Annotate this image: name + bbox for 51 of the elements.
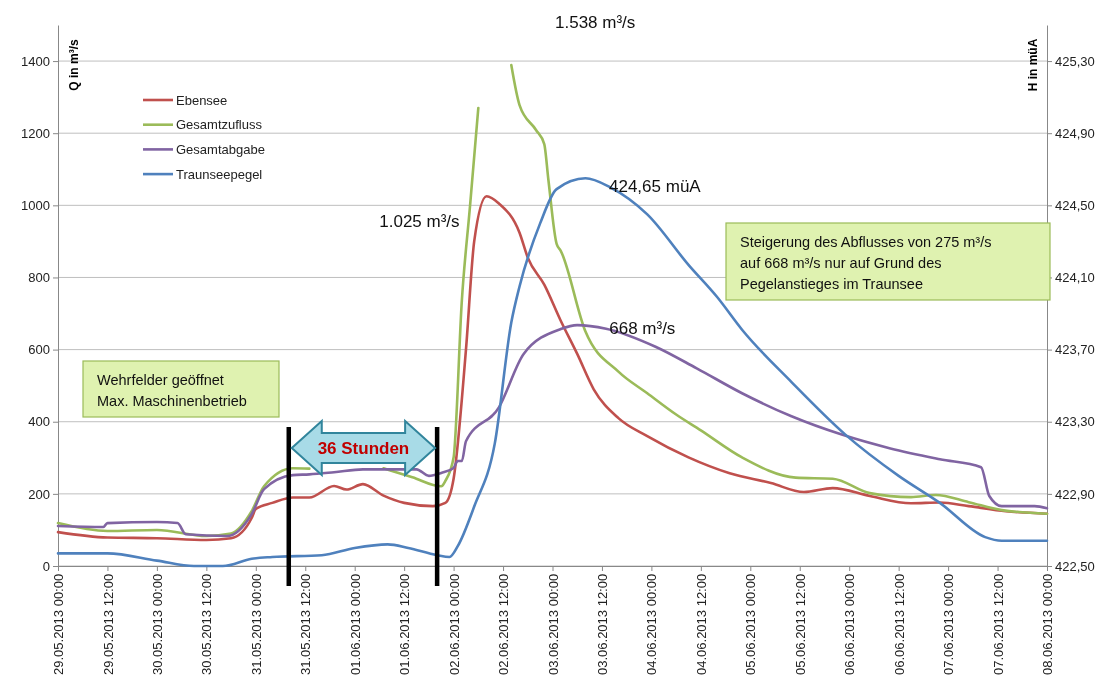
- annotation: 1.538 m³/s: [555, 12, 636, 32]
- y-axis-title: Q in m³/s: [67, 39, 81, 91]
- annotation: Wehrfelder geöffnet Max. Maschinenbetrieb: [97, 372, 247, 410]
- line-series: [56, 323, 1049, 538]
- annotation: 1.025 m³/s: [379, 212, 460, 232]
- x-tick-label: 07.06.2013 00:00: [941, 573, 957, 676]
- x-tick-label: 04.06.2013 00:00: [644, 573, 660, 676]
- x-tick-label: 07.06.2013 12:00: [990, 573, 1006, 676]
- x-tick-label: 29.05.2013 00:00: [51, 573, 67, 676]
- y2-tick-label: 422,50: [1055, 558, 1095, 574]
- x-tick-label: 03.06.2013 12:00: [595, 573, 610, 676]
- annotation: 668 m³/s: [609, 319, 676, 339]
- x-tick-label: 06.06.2013 00:00: [842, 573, 858, 676]
- y2-tick-label: 425,30: [1055, 53, 1095, 69]
- x-tick-label: 06.06.2013 12:00: [891, 573, 907, 676]
- legend-label: Traunseepegel: [176, 166, 263, 182]
- y-tick-label: 600: [28, 342, 50, 358]
- y2-tick-label: 423,30: [1055, 414, 1095, 430]
- x-tick-label: 29.05.2013 12:00: [100, 573, 116, 676]
- y-tick-label: 800: [28, 270, 50, 286]
- y-tick-label: 1400: [21, 53, 50, 69]
- y2-tick-label: 423,70: [1055, 342, 1095, 358]
- y2-tick-label: 424,10: [1055, 270, 1095, 286]
- y2-tick-label: 424,90: [1055, 125, 1095, 141]
- y-tick-label: 1200: [21, 125, 50, 141]
- legend-label: Gesamtzufluss: [176, 117, 263, 133]
- y2-tick-label: 424,50: [1055, 197, 1095, 213]
- y-tick-label: 1000: [21, 197, 50, 213]
- y-tick-label: 0: [42, 558, 50, 574]
- x-tick-label: 04.06.2013 12:00: [693, 573, 709, 676]
- legend-label: Ebensee: [176, 92, 228, 108]
- annotation: 424,65 müA: [609, 176, 702, 196]
- x-tick-label: 05.06.2013 12:00: [792, 573, 808, 676]
- x-tick-label: 01.06.2013 00:00: [347, 573, 363, 676]
- y-tick-label: 200: [28, 486, 50, 502]
- y2-axis-title: H in müA: [1026, 38, 1040, 92]
- x-tick-label: 02.06.2013 00:00: [446, 573, 462, 676]
- annotation: 36 Stunden: [317, 438, 410, 458]
- x-tick-label: 31.05.2013 00:00: [248, 573, 264, 676]
- y-tick-label: 400: [28, 414, 50, 430]
- y2-tick-label: 422,90: [1055, 486, 1095, 502]
- x-tick-label: 01.06.2013 12:00: [397, 573, 413, 676]
- legend-label: Gesamtabgabe: [176, 141, 265, 157]
- x-tick-label: 30.05.2013 12:00: [199, 573, 215, 676]
- annotation: Steigerung des Abflusses von 275 m³/s auf 668 m³/s nur auf Grund des Pegelanstieges im Traunsee: [740, 234, 992, 293]
- x-tick-label: 03.06.2013 00:00: [545, 573, 561, 676]
- x-tick-label: 02.06.2013 12:00: [496, 573, 512, 676]
- x-tick-label: 08.06.2013 00:00: [1040, 573, 1056, 676]
- x-tick-label: 05.06.2013 00:00: [743, 573, 759, 676]
- x-tick-label: 30.05.2013 00:00: [149, 573, 165, 676]
- x-tick-label: 31.05.2013 12:00: [298, 573, 314, 676]
